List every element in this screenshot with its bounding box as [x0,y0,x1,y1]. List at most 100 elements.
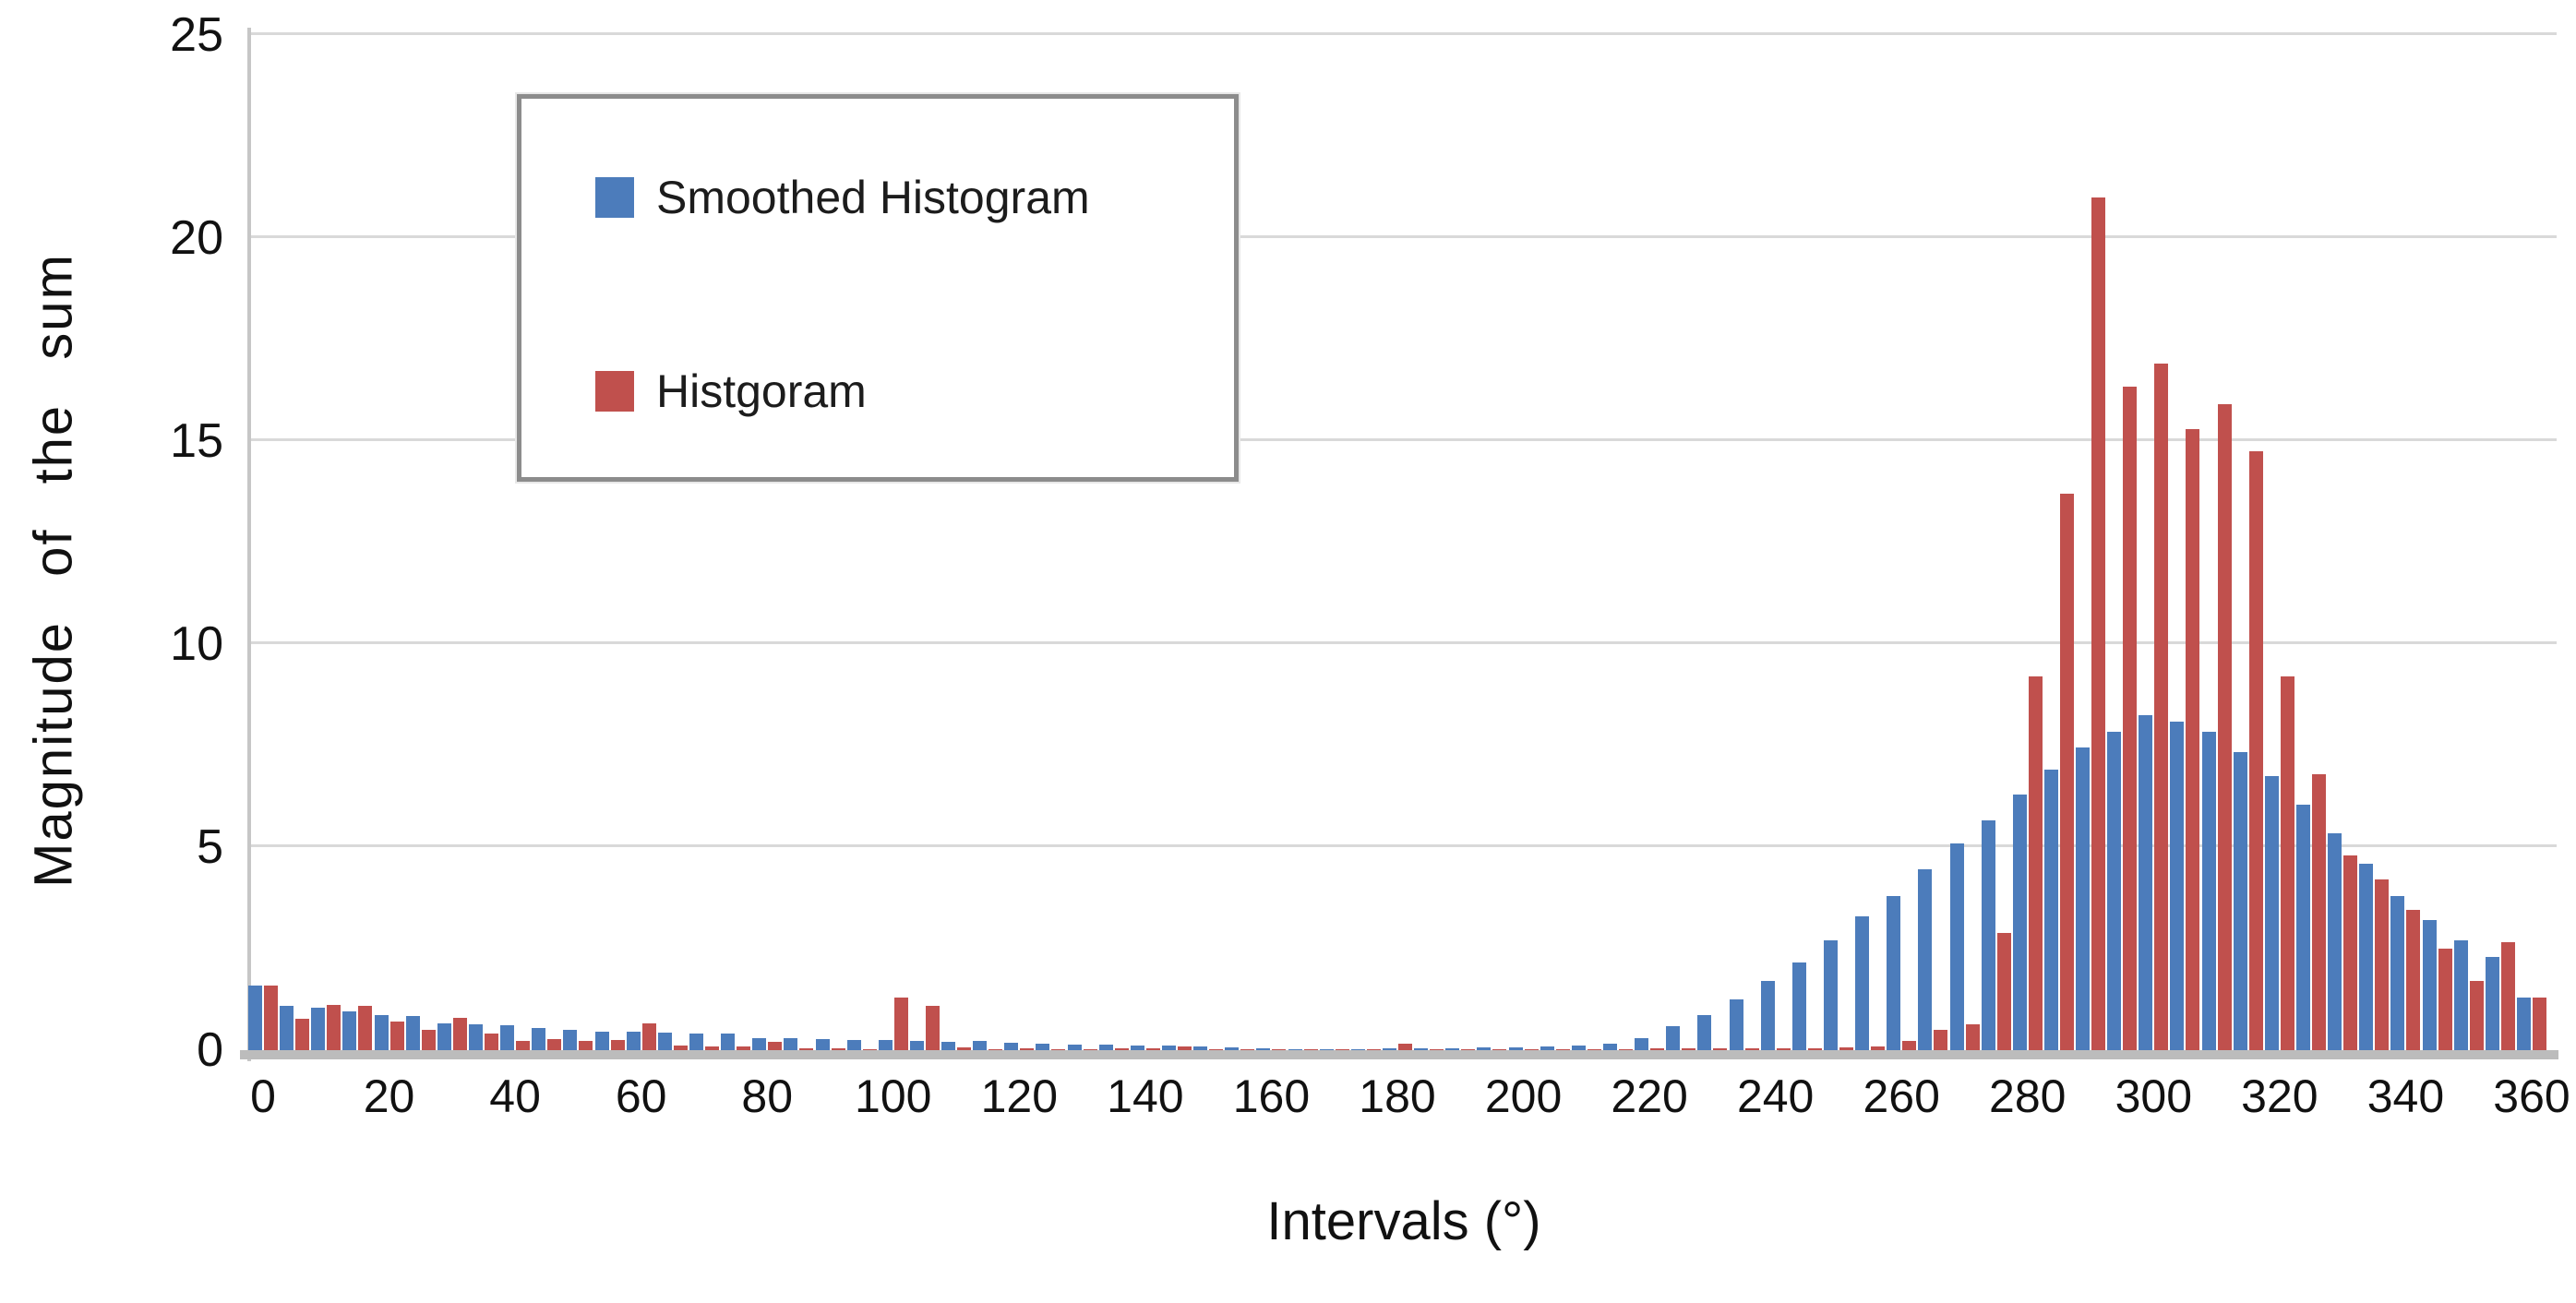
bar-histogram-10 [327,1004,341,1050]
x-tick-label-140: 140 [1107,1070,1184,1122]
y-tick-label-15: 15 [170,414,223,468]
bar-smoothed-230 [1697,1014,1712,1050]
bar-smoothed-305 [2170,721,2185,1050]
bar-smoothed-175 [1350,1048,1365,1050]
bar-smoothed-200 [1508,1046,1523,1050]
bar-smoothed-240 [1760,981,1775,1050]
bar-histogram-95 [862,1049,877,1050]
bar-smoothed-95 [846,1039,861,1050]
legend-label-smoothed: Smoothed Histogram [656,172,1090,223]
bar-histogram-335 [2375,879,2390,1050]
bar-histogram-140 [1145,1047,1160,1050]
bar-smoothed-5 [280,1005,294,1050]
bar-histogram-345 [2438,949,2452,1050]
bar-histogram-270 [1965,1023,1980,1050]
gridline-y-25 [251,32,2557,35]
bar-histogram-315 [2248,451,2263,1050]
bar-smoothed-35 [468,1023,483,1050]
x-tick-label-280: 280 [1989,1070,2067,1122]
bar-histogram-215 [1618,1048,1633,1050]
bar-histogram-110 [957,1047,972,1050]
legend-entry-histogram: Histgoram [595,365,867,418]
plot-area: Smoothed Histogram Histgoram [240,28,2558,1061]
bar-histogram-340 [2406,910,2421,1050]
bar-histogram-255 [1871,1046,1886,1050]
y-tick-label-25: 25 [170,8,223,62]
bar-smoothed-205 [1540,1046,1554,1050]
y-tick-label-20: 20 [170,211,223,265]
bar-smoothed-115 [973,1041,988,1050]
x-tick-label-40: 40 [489,1070,541,1122]
bar-histogram-290 [2091,197,2106,1050]
bar-histogram-280 [2028,676,2043,1050]
bar-smoothed-60 [626,1032,641,1050]
bar-histogram-265 [1934,1030,1948,1050]
gridline-y-10 [251,641,2557,644]
x-tick-label-100: 100 [855,1070,932,1122]
bar-histogram-240 [1776,1047,1791,1050]
bar-histogram-300 [2154,364,2169,1050]
bar-smoothed-75 [721,1033,736,1050]
bar-histogram-170 [1335,1049,1349,1050]
bar-smoothed-325 [2296,804,2311,1050]
bar-histogram-0 [264,985,278,1050]
bar-smoothed-295 [2107,731,2122,1050]
x-tick-label-200: 200 [1484,1070,1563,1122]
bar-smoothed-255 [1855,915,1870,1050]
x-tick-label-20: 20 [363,1070,415,1122]
bar-histogram-135 [1114,1047,1129,1050]
bar-histogram-195 [1492,1049,1507,1050]
bar-histogram-25 [421,1030,436,1050]
x-tick-label-320: 320 [2241,1070,2318,1122]
x-axis-title: Intervals (°) [1266,1191,1541,1251]
bar-smoothed-25 [405,1016,420,1050]
bar-histogram-70 [704,1046,719,1050]
x-tick-label-60: 60 [615,1070,667,1122]
x-tick-label-260: 260 [1863,1070,1940,1122]
bar-histogram-175 [1366,1049,1381,1050]
bar-smoothed-135 [1098,1045,1113,1050]
x-tick-label-360: 360 [2493,1070,2570,1122]
bar-histogram-60 [641,1023,656,1050]
bar-smoothed-145 [1162,1045,1177,1050]
bar-histogram-320 [2280,676,2294,1050]
bar-histogram-85 [799,1048,814,1050]
bar-histogram-115 [988,1049,1003,1050]
bar-smoothed-100 [878,1040,893,1050]
x-tick-label-0: 0 [250,1070,276,1122]
bar-smoothed-10 [311,1007,326,1050]
bar-smoothed-15 [342,1011,357,1050]
bar-smoothed-80 [752,1037,767,1050]
bar-smoothed-30 [437,1023,451,1050]
bar-smoothed-185 [1414,1047,1429,1050]
bar-smoothed-225 [1666,1026,1681,1050]
bar-smoothed-300 [2139,715,2153,1050]
bar-smoothed-105 [909,1040,924,1050]
bar-histogram-125 [1051,1049,1066,1050]
bar-histogram-205 [1555,1049,1570,1050]
bar-smoothed-235 [1729,999,1743,1050]
bar-histogram-105 [925,1006,940,1050]
bar-smoothed-160 [1256,1048,1271,1050]
x-tick-label-240: 240 [1736,1070,1815,1122]
bar-histogram-230 [1713,1047,1728,1050]
bar-smoothed-55 [594,1032,609,1050]
bar-histogram-260 [1902,1040,1917,1050]
bar-histogram-20 [389,1022,404,1050]
bar-histogram-80 [768,1042,783,1050]
bar-smoothed-330 [2328,832,2342,1050]
bar-histogram-245 [1807,1047,1822,1050]
bar-smoothed-110 [941,1042,956,1050]
bar-smoothed-150 [1193,1046,1208,1050]
bar-histogram-185 [1430,1048,1444,1050]
bar-histogram-355 [2500,942,2515,1050]
bar-smoothed-360 [2517,997,2531,1050]
bar-smoothed-280 [2012,794,2027,1050]
bar-smoothed-210 [1571,1046,1586,1050]
bar-histogram-5 [295,1018,310,1050]
bar-smoothed-270 [1949,843,1964,1050]
bar-smoothed-190 [1445,1047,1460,1050]
bar-smoothed-290 [2076,747,2091,1050]
legend-entry-smoothed: Smoothed Histogram [595,171,1090,224]
